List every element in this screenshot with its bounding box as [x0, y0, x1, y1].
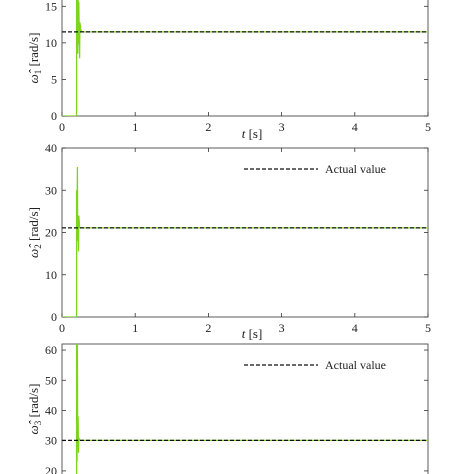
x-tick-label: 5 — [425, 321, 431, 335]
y-tick-label: 50 — [45, 373, 57, 387]
x-tick-label: 1 — [132, 321, 138, 335]
y-axis-label: ω̂1 [rad/s] — [26, 33, 43, 84]
estimate-line — [62, 0, 428, 116]
y-axis-label: ω̂3 [rad/s] — [26, 384, 43, 435]
plot-area — [62, 0, 428, 116]
x-tick-label: 1 — [132, 120, 138, 134]
y-tick-label: 20 — [45, 464, 57, 474]
chart-panel-3: 20 30 40 50 60 Actual value ω̂3 [rad/s] — [26, 343, 429, 474]
y-tick-label: 40 — [45, 141, 57, 155]
y-axis-label: ω̂2 [rad/s] — [26, 207, 43, 258]
plot-frame — [61, 343, 429, 474]
x-tick-label: 0 — [59, 120, 65, 134]
plot-area — [62, 166, 428, 317]
x-tick-label: 3 — [279, 321, 285, 335]
y-tick-label: 15 — [45, 0, 57, 13]
legend-label: Actual value — [325, 358, 386, 372]
plot-frame — [61, 0, 429, 117]
x-tick-label: 4 — [352, 120, 358, 134]
y-tick-label: 60 — [45, 343, 57, 357]
x-tick-label: 5 — [425, 120, 431, 134]
y-tick-label: 30 — [45, 434, 57, 448]
y-tick-label: 5 — [51, 72, 57, 86]
x-tick-label: 2 — [205, 321, 211, 335]
x-axis-label: t [s] — [242, 326, 263, 341]
x-axis-label: t [s] — [242, 126, 263, 141]
y-tick-label: 30 — [45, 183, 57, 197]
plot-area — [62, 344, 428, 474]
x-tick-label: 4 — [352, 321, 358, 335]
y-tick-label: 0 — [51, 310, 57, 324]
y-tick-label: 0 — [51, 109, 57, 123]
y-tick-label: 10 — [45, 268, 57, 282]
legend-label: Actual value — [325, 162, 386, 176]
x-tick-label: 2 — [205, 120, 211, 134]
chart-panel-2: 0 1 2 3 4 5 0 10 20 30 40 Actual value t [s] ω̂2 [rad… — [26, 141, 431, 341]
y-tick-label: 40 — [45, 403, 57, 417]
y-tick-label: 10 — [45, 36, 57, 50]
estimate-line — [62, 166, 428, 317]
x-tick-label: 0 — [59, 321, 65, 335]
y-tick-label: 20 — [45, 226, 57, 240]
chart-panel-1: 0 1 2 3 4 5 0 5 10 15 t [s] ω̂1 [rad/s] — [26, 0, 431, 141]
x-tick-label: 3 — [279, 120, 285, 134]
